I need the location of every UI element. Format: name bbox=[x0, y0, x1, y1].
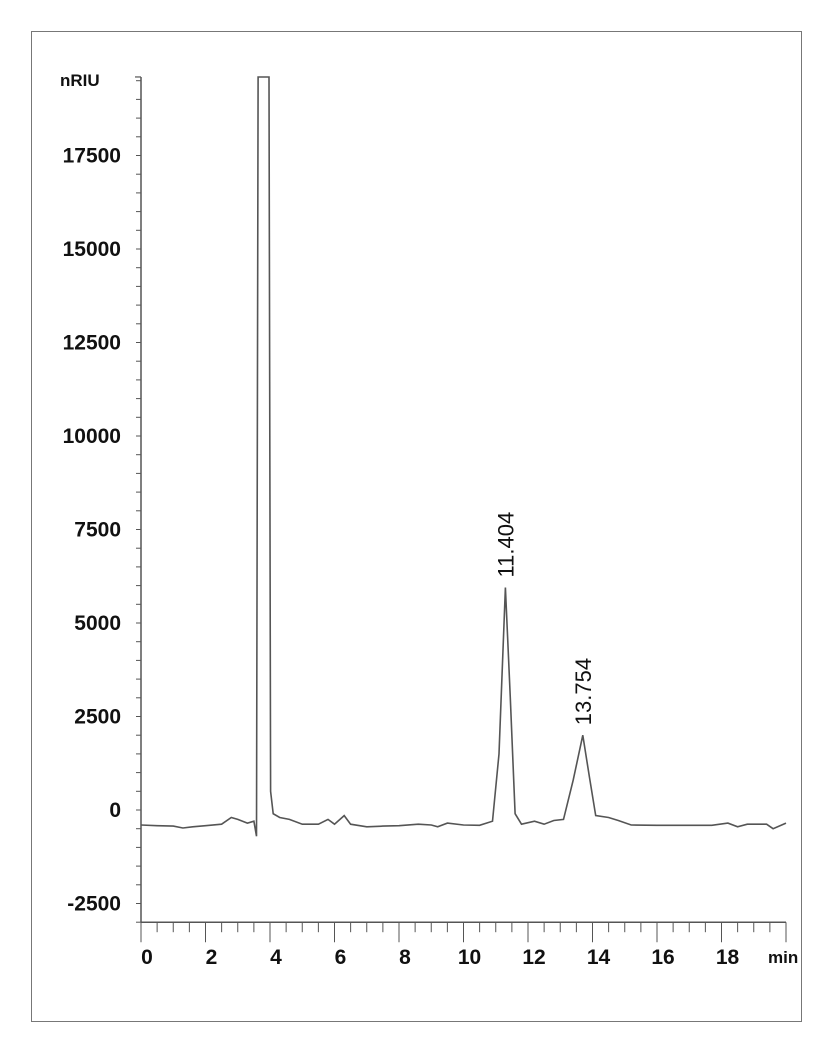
x-tick-label: 16 bbox=[651, 946, 674, 969]
x-tick-label: 12 bbox=[522, 946, 545, 969]
x-tick-label: 2 bbox=[206, 946, 218, 969]
y-tick-label: -2500 bbox=[67, 893, 121, 916]
y-tick-label: 7500 bbox=[74, 519, 121, 542]
x-axis-label: min bbox=[768, 948, 798, 967]
y-axis-label: nRIU bbox=[60, 71, 100, 90]
peak-label: 11.404 bbox=[493, 512, 518, 578]
chromatogram-trace bbox=[140, 76, 787, 837]
peak-label: 13.754 bbox=[571, 658, 596, 725]
y-tick-label: 10000 bbox=[63, 425, 121, 448]
x-tick-label: 6 bbox=[335, 946, 347, 969]
x-tick-label: 14 bbox=[587, 946, 611, 969]
y-tick-label: 17500 bbox=[63, 145, 121, 168]
x-tick-label: 4 bbox=[270, 946, 282, 969]
y-tick-label: 12500 bbox=[63, 332, 121, 355]
y-tick-label: 15000 bbox=[63, 238, 121, 261]
x-tick-label: 0 bbox=[141, 946, 153, 969]
x-tick-label: 8 bbox=[399, 946, 411, 969]
y-tick-label: 0 bbox=[109, 799, 121, 822]
chart-frame bbox=[31, 31, 802, 1022]
y-tick-label: 2500 bbox=[74, 706, 121, 729]
x-tick-label: 18 bbox=[716, 946, 740, 969]
y-tick-label: 5000 bbox=[74, 612, 121, 635]
x-tick-label: 10 bbox=[458, 946, 481, 969]
